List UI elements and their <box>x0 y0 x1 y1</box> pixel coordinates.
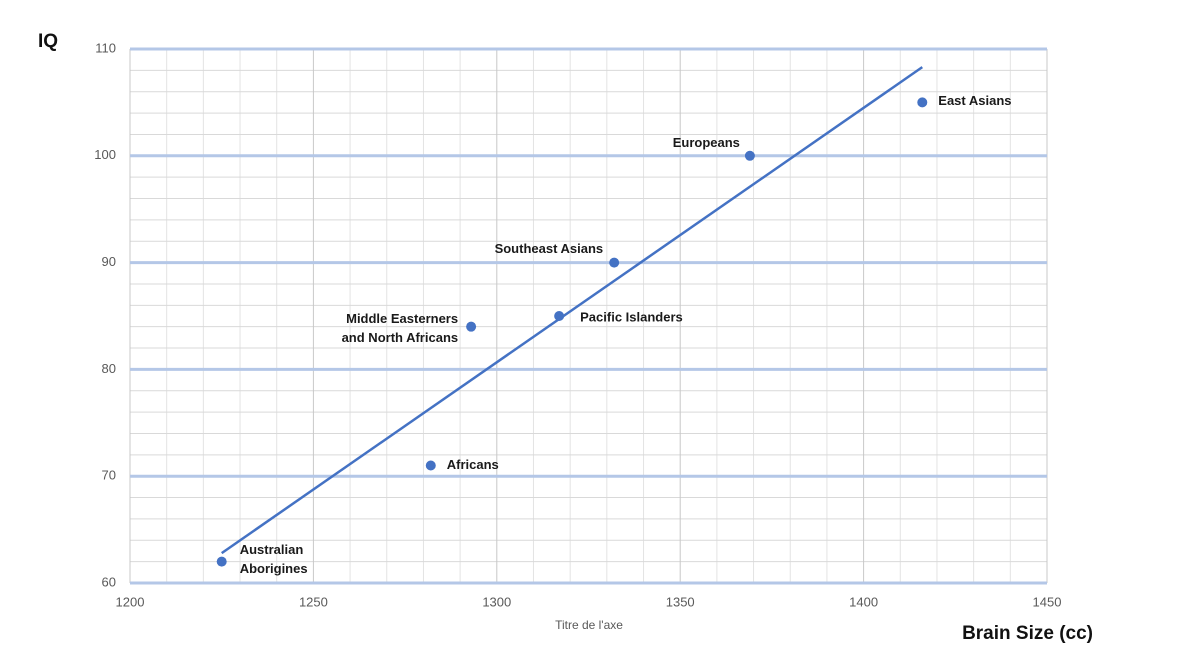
x-tick-label: 1350 <box>666 594 695 609</box>
point-label: Middle Easterners <box>346 311 458 326</box>
data-point <box>609 257 620 268</box>
y-tick-label: 100 <box>94 147 116 162</box>
y-tick-label: 70 <box>102 468 116 483</box>
data-point <box>466 321 477 332</box>
x-tick-label: 1250 <box>299 594 328 609</box>
x-tick-label: 1450 <box>1033 594 1062 609</box>
point-label: Southeast Asians <box>495 241 604 256</box>
point-label: Pacific Islanders <box>580 309 683 324</box>
point-label: Australian <box>240 542 304 557</box>
y-tick-label: 80 <box>102 361 116 376</box>
data-point <box>216 556 227 567</box>
x-axis-placeholder: Titre de l'axe <box>555 618 623 632</box>
x-tick-label: 1300 <box>482 594 511 609</box>
point-label: Aborigines <box>240 561 308 576</box>
y-axis-title: IQ <box>38 31 58 52</box>
y-tick-label: 60 <box>102 574 116 589</box>
trendline <box>220 66 924 555</box>
data-point <box>744 150 755 161</box>
point-label: East Asians <box>938 93 1011 108</box>
data-point <box>554 311 565 321</box>
y-tick-label: 110 <box>95 40 116 55</box>
point-label: Europeans <box>673 135 740 150</box>
y-tick-label: 90 <box>102 254 116 269</box>
x-tick-label: 1200 <box>116 594 145 609</box>
x-tick-label: 1400 <box>849 594 878 609</box>
data-point <box>425 460 436 471</box>
data-point <box>917 97 928 108</box>
point-label: and North Africans <box>342 330 459 345</box>
point-label: Africans <box>447 457 499 472</box>
x-axis-title: Brain Size (cc) <box>962 623 1093 644</box>
